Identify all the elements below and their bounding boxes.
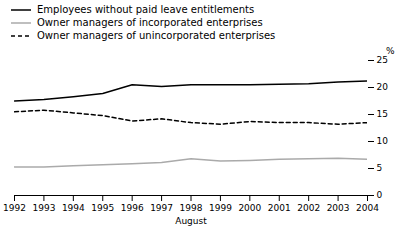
svg-text:2003: 2003 [327,203,350,213]
svg-text:1992: 1992 [3,203,26,213]
html-text:Employees without paid leave e: Employees without paid leave entitlement… [37,4,255,15]
svg-text:2004: 2004 [356,203,379,213]
svg-text:5: 5 [377,163,383,173]
svg-text:1999: 1999 [209,203,232,213]
svg-text:1993: 1993 [32,203,55,213]
svg-text:2002: 2002 [297,203,320,213]
svg-text:1997: 1997 [150,203,173,213]
svg-text:1998: 1998 [180,203,203,213]
svg-text:20: 20 [377,82,389,92]
svg-text:1996: 1996 [121,203,144,213]
html-text:Owner managers of incorporated: Owner managers of incorporated enterpris… [37,17,263,28]
svg-text:1995: 1995 [91,203,114,213]
svg-text:1994: 1994 [62,203,85,213]
svg-text:2000: 2000 [238,203,261,213]
svg-text:10: 10 [377,136,389,146]
svg-text:15: 15 [377,109,388,119]
svg-text:2001: 2001 [268,203,291,213]
svg-text:0: 0 [377,190,383,200]
svg-text:%: % [386,46,395,56]
svg-text:August: August [175,216,207,226]
svg-text:25: 25 [377,55,388,65]
html-text:Owner managers of unincorporat: Owner managers of unincorporated enterpr… [37,30,276,41]
